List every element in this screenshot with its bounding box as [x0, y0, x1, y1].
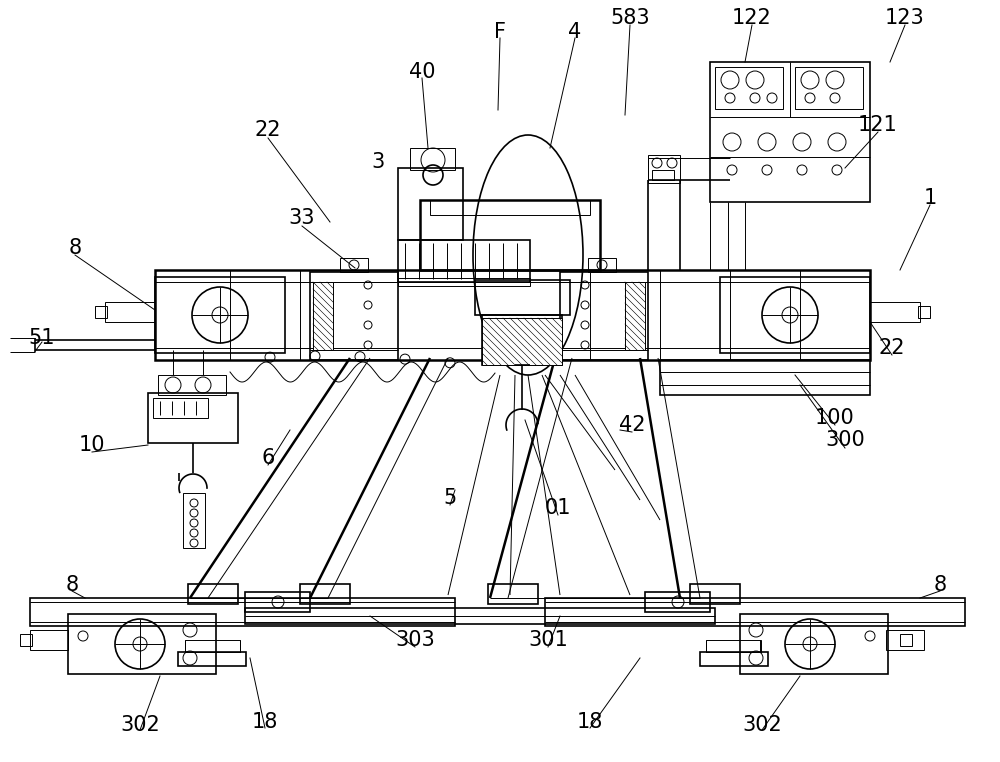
Bar [398, 240, 530, 282]
Text: 6: 6 [261, 448, 275, 468]
Bar [300, 584, 350, 604]
Bar [648, 155, 680, 183]
Text: 583: 583 [610, 8, 650, 28]
Text: 5: 5 [443, 488, 457, 508]
Text: 42: 42 [619, 415, 645, 435]
Bar [740, 614, 888, 674]
Bar [482, 318, 562, 365]
Bar [313, 282, 333, 350]
Text: 301: 301 [528, 630, 568, 650]
Bar [30, 630, 68, 650]
Bar [720, 277, 870, 353]
Text: 10: 10 [79, 435, 105, 455]
Bar [188, 584, 238, 604]
Bar [488, 584, 538, 604]
Bar [886, 630, 924, 650]
Bar [870, 302, 920, 322]
Text: 8: 8 [933, 575, 947, 595]
Bar [20, 634, 32, 646]
Text: 303: 303 [395, 630, 435, 650]
Text: 8: 8 [68, 238, 82, 258]
Bar [245, 608, 715, 624]
Bar [625, 282, 645, 350]
Text: 100: 100 [815, 408, 855, 428]
Bar [430, 200, 590, 215]
Bar [310, 272, 398, 360]
Bar [183, 493, 205, 548]
Text: 33: 33 [289, 208, 315, 228]
Bar [660, 360, 870, 395]
Text: 123: 123 [885, 8, 925, 28]
Bar [68, 614, 216, 674]
Text: 4: 4 [568, 22, 582, 42]
Bar [482, 315, 562, 365]
Bar [715, 67, 783, 109]
Text: 122: 122 [732, 8, 772, 28]
Text: 121: 121 [858, 115, 898, 135]
Bar [700, 652, 768, 666]
Bar [148, 393, 238, 443]
Bar [95, 306, 107, 318]
Bar [690, 584, 740, 604]
Bar [560, 272, 648, 360]
Bar [475, 280, 570, 315]
Text: 51: 51 [29, 328, 55, 348]
Text: 302: 302 [742, 715, 782, 735]
Text: 1: 1 [923, 188, 937, 208]
Bar [900, 634, 912, 646]
Bar [398, 168, 463, 240]
Bar [313, 282, 333, 350]
Bar [105, 302, 155, 322]
Bar [410, 148, 455, 170]
Bar [178, 652, 246, 666]
Bar [158, 375, 226, 395]
Bar [245, 592, 310, 612]
Bar [420, 200, 600, 270]
Text: 3: 3 [371, 152, 385, 172]
Bar [652, 170, 674, 180]
Bar [185, 640, 240, 652]
Bar [155, 277, 285, 353]
Text: 302: 302 [120, 715, 160, 735]
Text: 22: 22 [255, 120, 281, 140]
Text: 40: 40 [409, 62, 435, 82]
Bar [588, 258, 616, 272]
Text: 01: 01 [545, 498, 571, 518]
Text: 22: 22 [879, 338, 905, 358]
Bar [706, 640, 761, 652]
Text: F: F [494, 22, 506, 42]
Text: 18: 18 [252, 712, 278, 732]
Bar [153, 398, 208, 418]
Bar [795, 67, 863, 109]
Text: 8: 8 [65, 575, 79, 595]
Bar [398, 278, 530, 286]
Bar [155, 270, 870, 360]
Bar [625, 282, 645, 350]
Bar [710, 62, 870, 202]
Text: 18: 18 [577, 712, 603, 732]
Bar [645, 592, 710, 612]
Bar [545, 598, 965, 626]
Bar [482, 318, 562, 365]
Bar [918, 306, 930, 318]
Bar [340, 258, 368, 272]
Text: 300: 300 [825, 430, 865, 450]
Bar [30, 598, 455, 626]
